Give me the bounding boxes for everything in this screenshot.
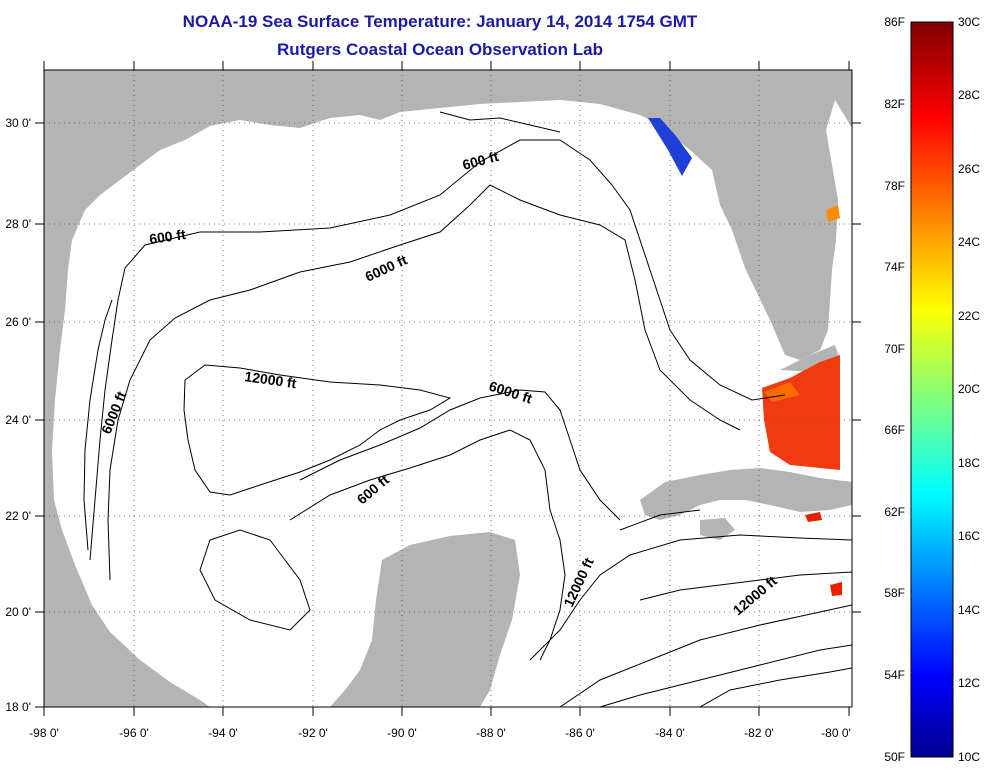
colorbar-c-label: 16C [958, 529, 980, 543]
lon-tick-label: -96 0' [119, 726, 149, 740]
lon-tick-label: -98 0' [29, 726, 59, 740]
colorbar-c-label: 26C [958, 162, 980, 176]
yucatan-land [330, 532, 520, 707]
lat-tick-label: 26 0' [5, 315, 31, 329]
sst-warm-patch-straits [762, 355, 840, 470]
colorbar-f-label: 66F [884, 423, 905, 437]
colorbar-c-labels: 30C 28C 26C 24C 22C 20C 18C 16C 14C 12C … [958, 15, 980, 764]
lat-tick-label: 28 0' [5, 217, 31, 231]
lat-tick-label: 30 0' [5, 116, 31, 130]
colorbar-c-label: 10C [958, 750, 980, 764]
map-subtitle: Rutgers Coastal Ocean Observation Lab [277, 40, 603, 59]
colorbar-c-label: 28C [958, 88, 980, 102]
colorbar-c-label: 14C [958, 603, 980, 617]
contour-label: 12000 ft [244, 368, 298, 391]
colorbar-gradient [910, 21, 954, 758]
latitude-labels: 30 0' 28 0' 26 0' 24 0' 22 0' 20 0' 18 0… [5, 116, 31, 714]
colorbar-f-label: 70F [884, 342, 905, 356]
lon-tick-label: -84 0' [655, 726, 685, 740]
contour-label: 600 ft [148, 226, 187, 247]
colorbar-f-label: 78F [884, 179, 905, 193]
longitude-labels: -98 0' -96 0' -94 0' -92 0' -90 0' -88 0… [29, 726, 851, 740]
colorbar-f-labels: 86F 82F 78F 74F 70F 66F 62F 58F 54F 50F [884, 15, 905, 764]
lon-tick-label: -88 0' [476, 726, 506, 740]
tick-marks [35, 61, 861, 716]
lon-tick-label: -90 0' [387, 726, 417, 740]
north-america-land [44, 70, 852, 707]
map-title: NOAA-19 Sea Surface Temperature: January… [182, 12, 698, 31]
lon-tick-label: -82 0' [744, 726, 774, 740]
map-frame [43, 69, 853, 708]
colorbar-f-label: 74F [884, 260, 905, 274]
colorbar-f-label: 62F [884, 505, 905, 519]
colorbar: 86F 82F 78F 74F 70F 66F 62F 58F 54F 50F … [884, 15, 980, 764]
lat-tick-label: 24 0' [5, 413, 31, 427]
lon-tick-label: -86 0' [565, 726, 595, 740]
colorbar-c-label: 30C [958, 15, 980, 29]
cuba-land [640, 468, 852, 520]
colorbar-c-label: 12C [958, 676, 980, 690]
colorbar-c-label: 20C [958, 382, 980, 396]
land-masses [44, 70, 852, 707]
lon-tick-label: -94 0' [208, 726, 238, 740]
lon-tick-label: -92 0' [298, 726, 328, 740]
bathymetry-contours [83, 111, 852, 707]
colorbar-f-label: 82F [884, 97, 905, 111]
lat-tick-label: 20 0' [5, 605, 31, 619]
lat-tick-label: 22 0' [5, 509, 31, 523]
colorbar-f-label: 86F [884, 15, 905, 29]
contour-12000ft [183, 364, 452, 496]
contour-6000ft [107, 184, 741, 581]
colorbar-c-label: 22C [958, 309, 980, 323]
lat-tick-label: 18 0' [5, 700, 31, 714]
colorbar-c-label: 24C [958, 235, 980, 249]
sst-cold-patch [648, 118, 692, 176]
contour-600ft [89, 139, 786, 561]
colorbar-c-label: 18C [958, 456, 980, 470]
colorbar-f-label: 58F [884, 586, 905, 600]
colorbar-f-label: 54F [884, 668, 905, 682]
colorbar-f-label: 50F [884, 750, 905, 764]
lon-tick-label: -80 0' [821, 726, 851, 740]
isle-land [700, 518, 735, 540]
